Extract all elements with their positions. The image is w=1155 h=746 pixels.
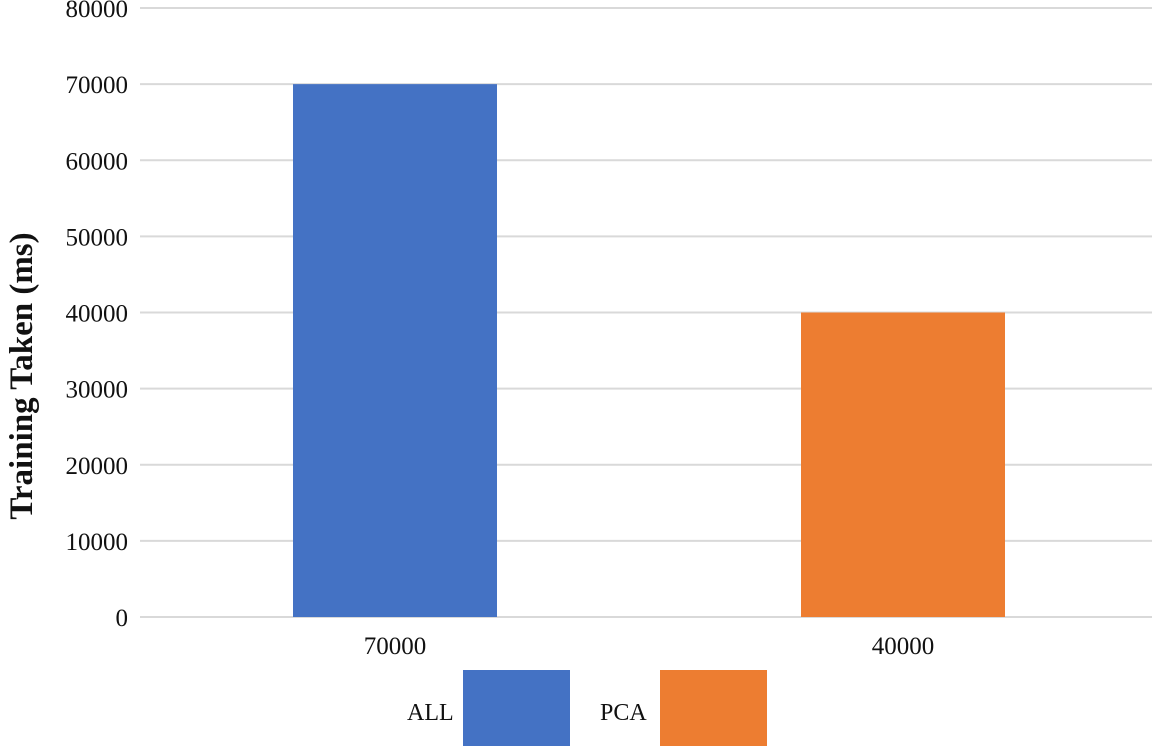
y-tick-label: 40000 — [66, 301, 129, 328]
x-category-label: 40000 — [872, 633, 935, 660]
bar-pca — [801, 312, 1005, 617]
x-category-label: 70000 — [364, 633, 427, 660]
y-tick-label: 80000 — [66, 0, 129, 23]
legend-swatch-pca — [660, 670, 767, 746]
bars — [293, 84, 1005, 617]
y-tick-label: 50000 — [66, 224, 129, 251]
y-tick-label: 70000 — [66, 72, 129, 99]
x-axis-category-labels: 70000 40000 — [364, 633, 935, 660]
legend: ALL PCA — [407, 670, 767, 746]
legend-label-all: ALL — [407, 700, 454, 726]
bar-all — [293, 84, 497, 617]
legend-label-pca: PCA — [600, 700, 647, 726]
y-tick-label: 0 — [116, 605, 129, 632]
y-tick-label: 10000 — [66, 529, 129, 556]
y-tick-label: 30000 — [66, 377, 129, 404]
y-axis-title: Training Taken (ms) — [4, 232, 40, 519]
y-axis-tick-labels: 0 10000 20000 30000 40000 50000 60000 70000 8000… — [66, 0, 129, 632]
y-tick-label: 60000 — [66, 148, 129, 175]
y-tick-label: 20000 — [66, 453, 129, 480]
legend-swatch-all — [463, 670, 570, 746]
